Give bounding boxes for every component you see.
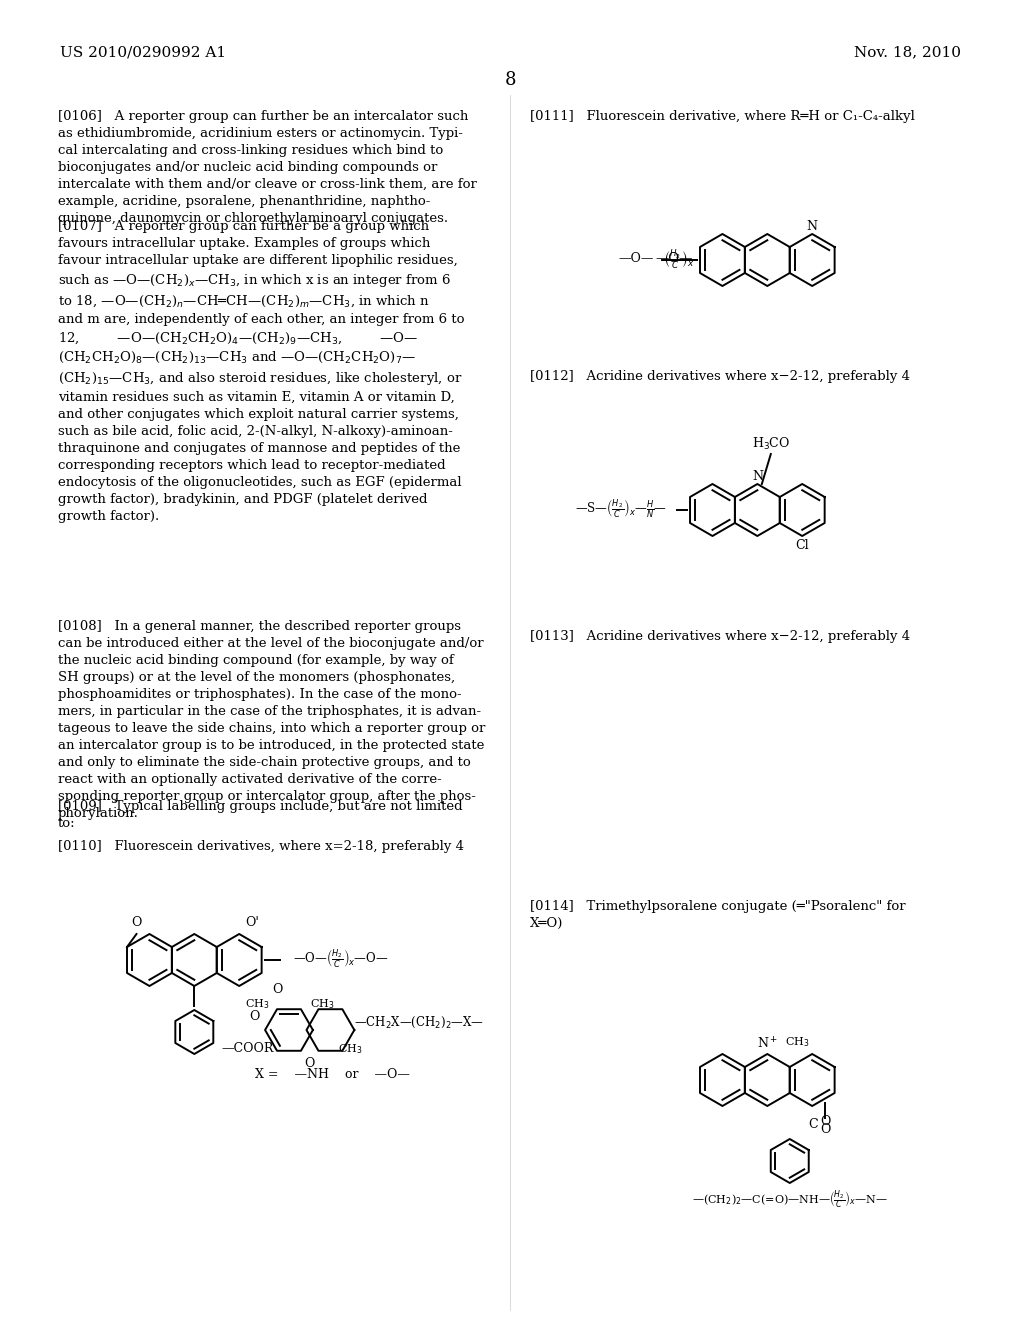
- Text: O: O: [271, 983, 283, 997]
- Text: —CH$_2$X—(CH$_2$)$_2$—X—: —CH$_2$X—(CH$_2$)$_2$—X—: [354, 1015, 484, 1031]
- Text: CH$_3$: CH$_3$: [338, 1041, 362, 1056]
- Text: [0111]   Fluorescein derivative, where R═H or C₁-C₄-alkyl: [0111] Fluorescein derivative, where R═H…: [530, 110, 915, 123]
- Text: —O—: —O—: [656, 252, 693, 265]
- Text: CH$_3$: CH$_3$: [309, 997, 334, 1011]
- Text: Nov. 18, 2010: Nov. 18, 2010: [854, 45, 961, 59]
- Text: 8: 8: [505, 71, 516, 88]
- Text: C: C: [808, 1118, 818, 1130]
- Text: N: N: [752, 470, 763, 483]
- Text: CH$_3$: CH$_3$: [785, 1035, 810, 1049]
- Text: O: O: [304, 1057, 315, 1071]
- Text: [0110]   Fluorescein derivatives, where x=2-18, preferably 4: [0110] Fluorescein derivatives, where x=…: [57, 840, 464, 853]
- Text: H$_3$CO: H$_3$CO: [752, 436, 790, 451]
- Text: [0109]   Typical labelling groups include, but are not limited
to:: [0109] Typical labelling groups include,…: [57, 800, 463, 830]
- Text: —COOR: —COOR: [221, 1043, 273, 1056]
- Text: [0107]   A reporter group can further be a group which
favours intracellular upt: [0107] A reporter group can further be a…: [57, 220, 464, 523]
- Text: US 2010/0290992 A1: US 2010/0290992 A1: [59, 45, 226, 59]
- Text: O: O: [820, 1114, 830, 1127]
- Text: N$^+$: N$^+$: [757, 1036, 778, 1052]
- Text: [0114]   Trimethylpsoralene conjugate (═"Psoralenc" for
X═O): [0114] Trimethylpsoralene conjugate (═"P…: [530, 900, 906, 931]
- Text: O: O: [131, 916, 141, 929]
- Text: [0106]   A reporter group can further be an intercalator such
as ethidiumbromide: [0106] A reporter group can further be a…: [57, 110, 477, 224]
- Text: $\left(\frac{H_2}{C}\right)_x$: $\left(\frac{H_2}{C}\right)_x$: [663, 248, 694, 272]
- Text: O: O: [250, 1010, 260, 1023]
- Text: X =    —NH    or    —O—: X = —NH or —O—: [255, 1068, 410, 1081]
- Text: O: O: [820, 1122, 830, 1135]
- Text: [0108]   In a general manner, the described reporter groups
can be introduced ei: [0108] In a general manner, the describe…: [57, 620, 485, 820]
- Text: Cl: Cl: [796, 539, 809, 552]
- Text: [0112]   Acridine derivatives where x−2-12, preferably 4: [0112] Acridine derivatives where x−2-12…: [530, 370, 910, 383]
- Text: —O—: —O—: [618, 252, 653, 265]
- Text: —(CH$_2$)$_2$—C(=O)—NH—$\left(\frac{H_2}{C}\right)_x$—N—: —(CH$_2$)$_2$—C(=O)—NH—$\left(\frac{H_2}…: [691, 1188, 888, 1210]
- Text: CH$_3$: CH$_3$: [246, 997, 270, 1011]
- Text: N: N: [807, 220, 818, 234]
- Text: [0113]   Acridine derivatives where x−2-12, preferably 4: [0113] Acridine derivatives where x−2-12…: [530, 630, 910, 643]
- Text: —O—$\left(\frac{H_2}{C}\right)_x$—O—: —O—$\left(\frac{H_2}{C}\right)_x$—O—: [293, 948, 388, 970]
- Text: —S—$\left(\frac{H_2}{C}\right)_x$—$\frac{H}{N}$—: —S—$\left(\frac{H_2}{C}\right)_x$—$\frac…: [574, 498, 667, 520]
- Text: O': O': [245, 916, 259, 929]
